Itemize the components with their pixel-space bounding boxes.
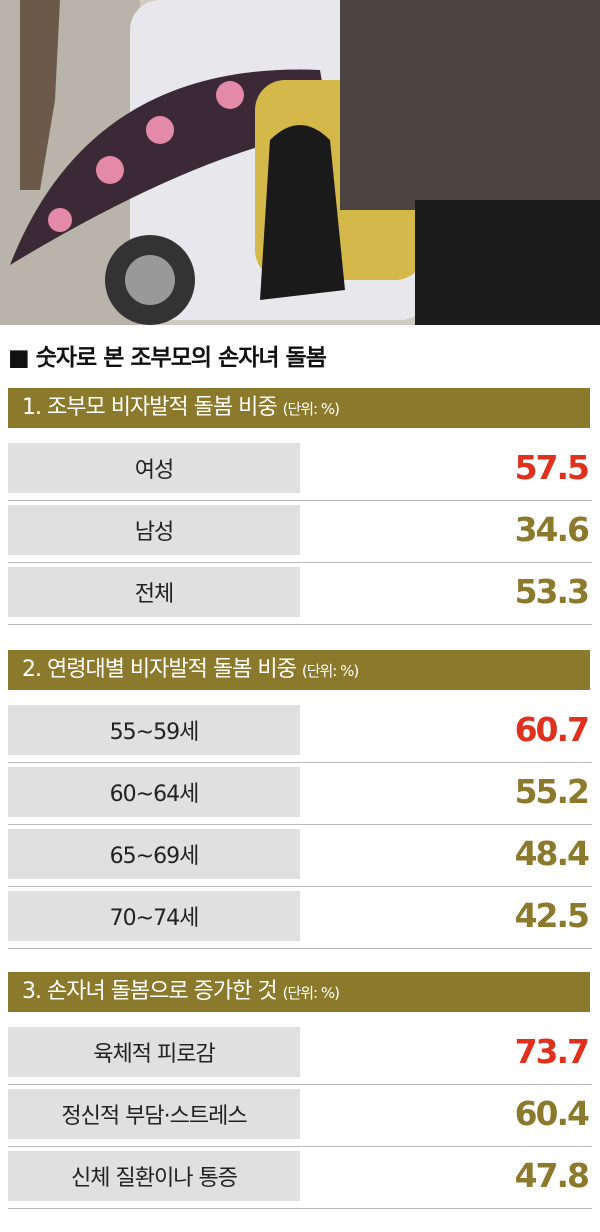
row-value: 48.4 — [514, 834, 590, 873]
row: 55~59세 60.7 — [0, 701, 600, 763]
row-label: 65~69세 — [8, 829, 300, 879]
section-heading: 3. 손자녀 돌봄으로 증가한 것 (단위: %) — [8, 972, 590, 1012]
row-label: 60~64세 — [8, 767, 300, 817]
section-heading: 1. 조부모 비자발적 돌봄 비중 (단위: %) — [8, 388, 590, 428]
section-heading: 2. 연령대별 비자발적 돌봄 비중 (단위: %) — [8, 650, 590, 690]
row-label: 70~74세 — [8, 891, 300, 941]
heading-text: 2. 연령대별 비자발적 돌봄 비중 — [22, 657, 297, 682]
row-value: 55.2 — [514, 772, 590, 811]
row-value: 60.7 — [514, 710, 590, 749]
row: 남성 34.6 — [0, 501, 600, 563]
row-value: 73.7 — [514, 1032, 590, 1071]
row: 70~74세 42.5 — [0, 887, 600, 949]
photo — [0, 0, 600, 325]
separator — [8, 762, 592, 763]
row-label: 남성 — [8, 505, 300, 555]
separator — [8, 500, 592, 501]
row-value: 34.6 — [514, 510, 590, 549]
row: 신체 질환이나 통증 47.8 — [0, 1147, 600, 1209]
separator — [8, 624, 592, 625]
separator — [8, 1208, 592, 1209]
row-label: 정신적 부담·스트레스 — [8, 1089, 300, 1139]
row: 정신적 부담·스트레스 60.4 — [0, 1085, 600, 1147]
row-value: 60.4 — [514, 1094, 590, 1133]
heading-text: 3. 손자녀 돌봄으로 증가한 것 — [22, 979, 278, 1004]
row: 65~69세 48.4 — [0, 825, 600, 887]
unit: (단위: %) — [301, 662, 359, 680]
row: 60~64세 55.2 — [0, 763, 600, 825]
heading-text: 1. 조부모 비자발적 돌봄 비중 — [22, 395, 278, 420]
row-value: 42.5 — [514, 896, 590, 935]
row: 전체 53.3 — [0, 563, 600, 625]
separator — [8, 824, 592, 825]
separator — [8, 1146, 592, 1147]
separator — [8, 1084, 592, 1085]
row-label: 전체 — [8, 567, 300, 617]
row-value: 47.8 — [514, 1156, 590, 1195]
row-label: 육체적 피로감 — [8, 1027, 300, 1077]
unit: (단위: %) — [282, 984, 340, 1002]
row: 여성 57.5 — [0, 439, 600, 501]
separator — [8, 948, 592, 949]
row-label: 여성 — [8, 443, 300, 493]
row-value: 57.5 — [514, 448, 590, 487]
separator — [8, 886, 592, 887]
title: ■ 숫자로 본 조부모의 손자녀 돌봄 — [8, 345, 327, 371]
separator — [8, 562, 592, 563]
row-label: 55~59세 — [8, 705, 300, 755]
row-value: 53.3 — [514, 572, 590, 611]
unit: (단위: %) — [282, 400, 340, 418]
row: 육체적 피로감 73.7 — [0, 1023, 600, 1085]
row-label: 신체 질환이나 통증 — [8, 1151, 300, 1201]
